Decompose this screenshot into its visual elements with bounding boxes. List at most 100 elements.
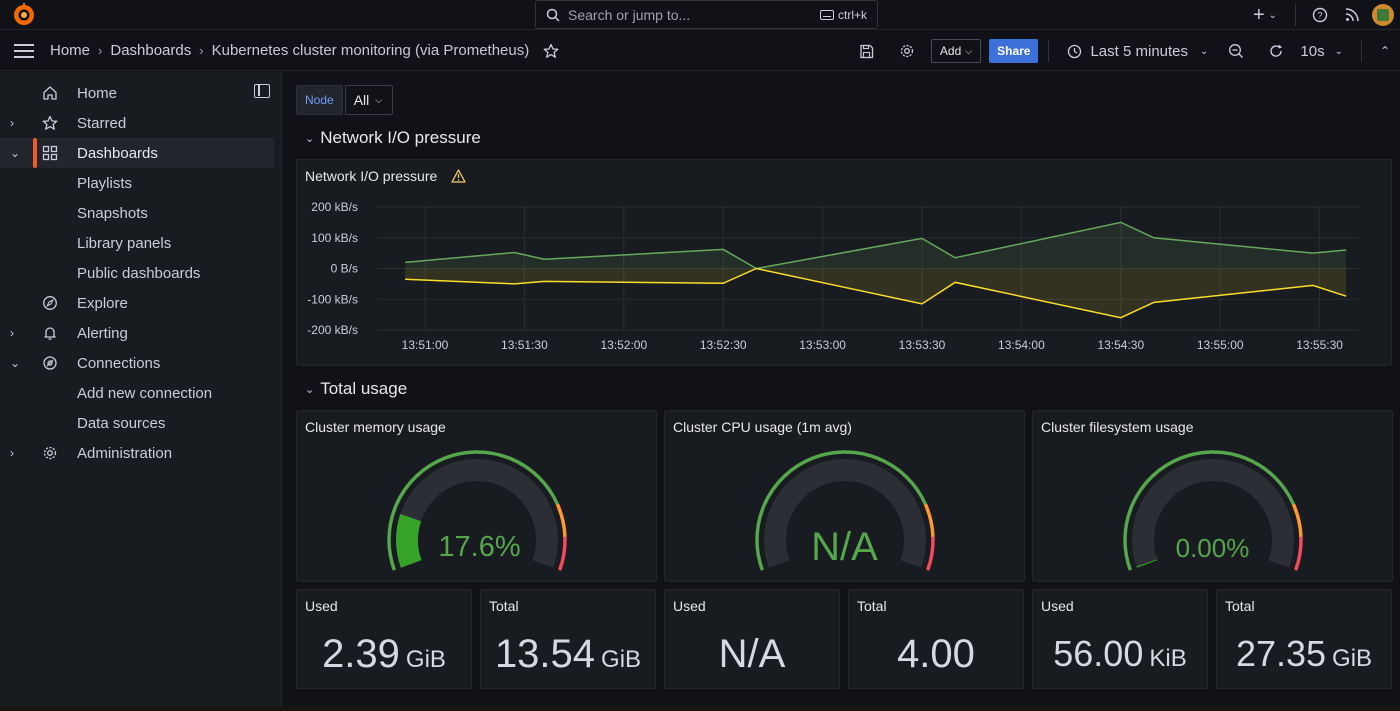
stat-value: N/A (718, 632, 786, 676)
chevron-down-icon[interactable]: ⌄ (10, 356, 21, 370)
divider (1361, 40, 1362, 62)
new-menu-button[interactable]: + ⌄ (1243, 0, 1287, 30)
time-range-picker[interactable]: Last 5 minutes ⌄ (1059, 43, 1216, 60)
sidebar: Home › Starred ⌄ Dashboards Playlists Sn… (0, 72, 282, 711)
gauge-threshold-green (1123, 450, 1295, 571)
series-area-0 (405, 222, 1347, 269)
dashboard-toolbar: Add ⌵ Share Last 5 minutes ⌄ 10s ⌄ ⌃ (847, 31, 1400, 71)
network-io-chart[interactable]: 200 kB/s 100 kB/s 0 B/s -100 kB/s -200 kB/s 1… (297, 160, 1391, 365)
sidebar-item-public-dashboards[interactable]: Public dashboards (77, 264, 201, 282)
chevron-up-icon: ⌃ (1379, 44, 1391, 58)
sidebar-item-snapshots[interactable]: Snapshots (77, 204, 148, 222)
divider (1048, 40, 1050, 62)
gauge-track (764, 459, 926, 568)
chevron-down-icon: ⌄ (1334, 45, 1343, 57)
y-tick-label: -200 kB/s (307, 323, 358, 337)
top-right-actions: + ⌄ ? (1243, 0, 1400, 30)
clock-icon (1068, 44, 1082, 58)
grafana-logo-icon[interactable] (12, 3, 36, 27)
gauge-threshold-orange (923, 503, 935, 538)
gauge-value: 17.6% (438, 531, 521, 563)
breadcrumb-home[interactable]: Home (50, 42, 91, 59)
refresh-button[interactable] (1256, 31, 1296, 71)
zoom-out-button[interactable] (1216, 31, 1256, 71)
nav-bar: Home › Dashboards › Kubernetes cluster m… (0, 31, 1400, 71)
chevron-right-icon: › (199, 43, 204, 58)
filesystem-gauge (1123, 450, 1303, 571)
search-input[interactable]: Search or jump to... ctrl+k (535, 0, 878, 29)
stat-value: 2.39 GiB (322, 632, 446, 676)
x-tick-label: 13:55:30 (1296, 338, 1343, 352)
star-icon[interactable] (543, 43, 559, 59)
add-button[interactable]: Add ⌵ (930, 39, 982, 63)
memory-gauge (387, 450, 567, 571)
stat-title: Used (673, 598, 706, 614)
sidebar-item-data-sources[interactable]: Data sources (77, 414, 166, 432)
series-area-1 (405, 268, 1347, 318)
stat-cpu-used: Used N/A (664, 589, 840, 689)
panel-network-io: Network I/O pressure 200 kB/s 100 kB/s 0 B… (296, 159, 1392, 366)
gauge-value-fill (396, 514, 422, 568)
gear-icon (900, 44, 914, 58)
home-icon (40, 83, 60, 103)
chevron-down-icon: ⌄ (305, 383, 315, 396)
zoom-out-icon (1229, 44, 1244, 58)
x-tick-label: 13:53:00 (799, 338, 846, 352)
chevron-down-icon: ⌄ (1200, 45, 1209, 57)
settings-button[interactable] (887, 31, 927, 71)
breadcrumb-dashboards[interactable]: Dashboards (110, 42, 192, 59)
stat-title: Total (1225, 598, 1255, 614)
chevron-down-icon[interactable]: ⌄ (10, 146, 21, 160)
sidebar-item-home[interactable]: Home (0, 78, 274, 108)
x-tick-label: 13:51:00 (402, 338, 449, 352)
row-network-io[interactable]: ⌄ Network I/O pressure (305, 128, 481, 147)
panel-cluster-cpu-usage: Cluster CPU usage (1m avg) N/A (664, 410, 1025, 582)
sidebar-item-add-new-connection[interactable]: Add new connection (77, 384, 213, 402)
gauge-threshold-red (926, 536, 935, 571)
chevron-right-icon[interactable]: › (10, 446, 14, 460)
chevron-right-icon[interactable]: › (10, 326, 14, 340)
search-shortcut: ctrl+k (819, 8, 867, 22)
chevron-down-icon: ⌵ (375, 94, 383, 105)
panel-title: Cluster filesystem usage (1041, 419, 1194, 435)
chevron-down-icon: ⌄ (1268, 9, 1278, 21)
dock-menu-icon[interactable] (254, 84, 270, 98)
sidebar-item-playlists[interactable]: Playlists (77, 174, 133, 192)
gauge-threshold-orange (1291, 503, 1303, 538)
stat-title: Used (305, 598, 338, 614)
stat-memory-total: Total 13.54 GiB (480, 589, 656, 689)
variable-label: Node (296, 85, 343, 115)
gauge-threshold-green (755, 450, 927, 571)
chevron-right-icon[interactable]: › (10, 116, 14, 130)
x-tick-label: 13:53:30 (899, 338, 946, 352)
variable-node-select[interactable]: All ⌵ (344, 85, 394, 115)
sidebar-item-starred[interactable]: › Starred (10, 114, 127, 132)
sidebar-item-alerting[interactable]: › Alerting (10, 324, 128, 342)
top-bar: Search or jump to... ctrl+k + ⌄ ? (0, 0, 1400, 30)
sidebar-item-library-panels[interactable]: Library panels (77, 234, 172, 252)
help-button[interactable]: ? (1304, 0, 1336, 30)
stat-title: Total (489, 598, 519, 614)
y-tick-label: 100 kB/s (311, 231, 358, 245)
dashboard-main: Node All ⌵ ⌄ Network I/O pressure Networ… (283, 72, 1400, 711)
warning-icon[interactable] (451, 169, 466, 183)
share-button[interactable]: Share (989, 39, 1039, 63)
series-line-0 (405, 221, 1347, 270)
sidebar-item-explore[interactable]: Explore (0, 288, 274, 318)
collapse-toolbar-button[interactable]: ⌃ (1370, 31, 1400, 71)
panel-title: Network I/O pressure (305, 168, 466, 184)
news-button[interactable] (1336, 0, 1368, 30)
compass-icon (40, 293, 60, 313)
sidebar-item-connections[interactable]: ⌄ Connections (10, 354, 161, 372)
user-avatar[interactable] (1372, 4, 1394, 26)
refresh-interval-picker[interactable]: 10s ⌄ (1300, 42, 1343, 60)
panel-title: Cluster memory usage (305, 419, 446, 435)
save-button[interactable] (847, 31, 887, 71)
row-total-usage[interactable]: ⌄ Total usage (305, 379, 408, 398)
chevron-down-icon: ⌄ (305, 132, 315, 145)
sidebar-item-dashboards[interactable]: ⌄ Dashboards (0, 138, 274, 168)
menu-toggle-icon[interactable] (14, 40, 34, 62)
sidebar-item-administration[interactable]: › Administration (10, 444, 173, 462)
svg-text:?: ? (1317, 11, 1322, 21)
plus-icon: + (1252, 3, 1265, 26)
